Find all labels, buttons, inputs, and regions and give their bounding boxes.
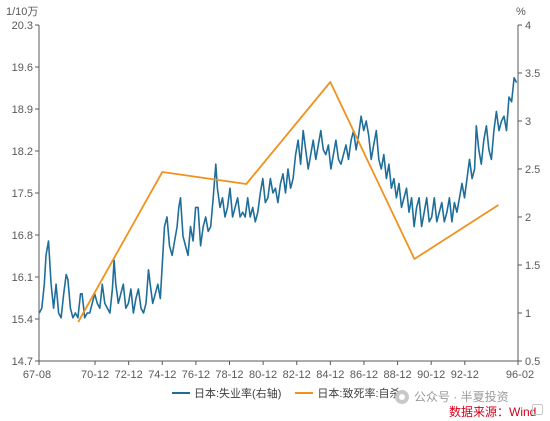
legend-label-suicide-rate: 日本:致死率:自杀 <box>317 388 401 400</box>
right-axis-unit: % <box>516 6 526 18</box>
axes <box>38 25 519 362</box>
right-tick-label: 2.5 <box>525 164 540 176</box>
x-tick-label: 67-08 <box>23 369 51 381</box>
right-tick-label: 0.5 <box>525 356 540 368</box>
x-tick-label: 80-12 <box>249 369 277 381</box>
right-tick-label: 2 <box>525 212 531 224</box>
right-tick-label: 1.5 <box>525 260 540 272</box>
x-tick-label: 72-12 <box>115 369 143 381</box>
left-tick-label: 15.4 <box>12 314 33 326</box>
right-axis-ticks: 0.5 1 1.5 2 2.5 3 3.5 4 <box>518 20 540 368</box>
legend-item-unemployment[interactable]: 日本:失业率(右轴) <box>172 385 281 401</box>
x-axis-ticks: 67-08 70-12 72-12 74-12 76-12 78-12 80-12 82-12… <box>23 361 534 381</box>
legend: 日本:失业率(右轴) 日本:致死率:自杀 <box>172 385 415 401</box>
right-tick-label: 1 <box>525 308 531 320</box>
series-line-suicide-rate <box>77 81 499 323</box>
x-tick-label: 92-12 <box>451 369 479 381</box>
x-tick-label: 88-12 <box>383 369 411 381</box>
x-tick-label: 86-12 <box>350 369 378 381</box>
x-tick-label: 78-12 <box>215 369 243 381</box>
data-source: 数据来源：Wind <box>449 405 537 419</box>
x-tick-label: 74-12 <box>148 369 176 381</box>
legend-swatch-unemployment <box>172 392 190 394</box>
left-tick-label: 16.8 <box>12 230 33 242</box>
series-line-unemployment <box>38 77 518 319</box>
legend-item-suicide-rate[interactable]: 日本:致死率:自杀 <box>295 385 401 401</box>
left-tick-label: 16.1 <box>12 272 33 284</box>
x-tick-label: 96-02 <box>506 369 534 381</box>
right-tick-label: 4 <box>525 20 531 32</box>
x-tick-label: 70-12 <box>81 369 109 381</box>
left-tick-label: 17.5 <box>12 188 33 200</box>
left-tick-label: 18.9 <box>12 104 33 116</box>
legend-swatch-suicide-rate <box>295 392 314 394</box>
left-tick-label: 18.2 <box>12 146 33 158</box>
left-tick-label: 19.6 <box>12 62 33 74</box>
left-axis-ticks: 14.7 15.4 16.1 16.8 17.5 18.2 18.9 19.6 20.3 <box>12 20 39 368</box>
legend-label-unemployment: 日本:失业率(右轴) <box>194 388 282 400</box>
wechat-account-icon <box>395 389 409 404</box>
left-tick-label: 14.7 <box>12 356 33 368</box>
x-tick-label: 82-12 <box>283 369 311 381</box>
left-axis-unit: 1/10万 <box>6 6 38 18</box>
series-layer <box>38 77 518 323</box>
watermark: 公众号 · 半夏投资 <box>395 388 509 405</box>
left-tick-label: 20.3 <box>12 20 33 32</box>
right-tick-label: 3 <box>525 116 531 128</box>
watermark-text: 公众号 · 半夏投资 <box>414 390 509 404</box>
x-tick-label: 76-12 <box>182 369 210 381</box>
expand-icon <box>532 404 543 415</box>
x-tick-label: 84-12 <box>316 369 344 381</box>
x-tick-label: 90-12 <box>417 369 445 381</box>
right-tick-label: 3.5 <box>525 68 540 80</box>
